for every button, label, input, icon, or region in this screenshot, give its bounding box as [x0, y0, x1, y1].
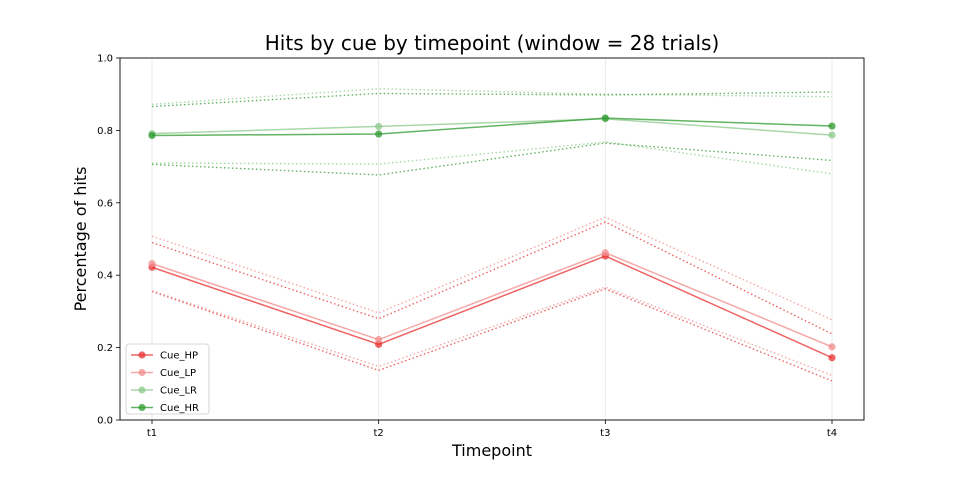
series-cue-lp-point	[601, 249, 609, 257]
series-cue-hp-lower-bound	[151, 288, 833, 382]
series-cue-hr-upper-bound	[151, 91, 833, 108]
series-cue-lr-point	[375, 122, 383, 131]
series-cue-hr-point	[601, 114, 609, 122]
series-cue-hr-point	[375, 130, 383, 138]
series-cue-hr-line	[151, 117, 833, 137]
series-cue-hp-upper-bound	[151, 221, 833, 335]
series-cue-lr-point	[828, 131, 836, 139]
legend-label-cue-hp: Cue_HP	[160, 351, 198, 362]
series-cue-lp-line	[151, 251, 833, 348]
series-cue-lr-upper-bound	[151, 88, 833, 106]
x-axis-label: Timepoint	[451, 441, 532, 460]
series-cue-hp-point	[828, 354, 836, 362]
legend-label-cue-lr: Cue_LR	[160, 386, 197, 397]
y-tick-label: 0.0	[97, 416, 113, 427]
x-tick-label: t2	[374, 428, 384, 439]
legend-swatch-marker-cue-hp	[138, 351, 146, 359]
chart-title: Hits by cue by timepoint (window = 28 tr…	[265, 31, 720, 55]
legend-label-cue-hr: Cue_HR	[160, 403, 199, 414]
y-tick-label: 0.2	[97, 343, 113, 354]
y-tick-label: 0.6	[97, 198, 113, 209]
y-tick-label: 0.4	[97, 271, 113, 282]
series-cue-lr-line	[151, 118, 833, 136]
y-tick-label: 0.8	[97, 126, 113, 137]
x-tick-label: t4	[827, 428, 837, 439]
legend-label-cue-lp: Cue_LP	[160, 368, 196, 379]
y-tick-label: 1.0	[97, 54, 113, 65]
legend-swatch-marker-cue-lr	[138, 386, 146, 394]
legend: Cue_HP Cue_LP Cue_LR Cue_HR	[125, 343, 210, 415]
series-cue-lp-point	[148, 260, 156, 268]
legend-swatch-marker-cue-hr	[138, 403, 146, 412]
y-axis-label: Percentage of hits	[71, 167, 90, 312]
series-cue-lr-lower-bound	[151, 141, 833, 175]
series-cue-lp-point	[375, 336, 383, 344]
legend-box	[125, 343, 210, 415]
x-tick-label: t3	[600, 428, 610, 439]
x-tick-label: t1	[147, 428, 157, 439]
plot-area: t1 t2 t3 t4 0.0 0.2 0.4 0.6 0.8 1.0	[97, 54, 865, 439]
axes-frame	[119, 57, 865, 421]
series-cue-hr-point	[828, 122, 836, 130]
series-cue-hr-point	[148, 131, 156, 140]
series-cue-hr-lower-bound	[151, 142, 833, 176]
series-cue-hp-line	[151, 255, 833, 359]
series-cue-lp-lower-bound	[151, 286, 833, 377]
legend-swatch-marker-cue-lp	[138, 368, 146, 377]
series-cue-lp-point	[828, 343, 836, 351]
